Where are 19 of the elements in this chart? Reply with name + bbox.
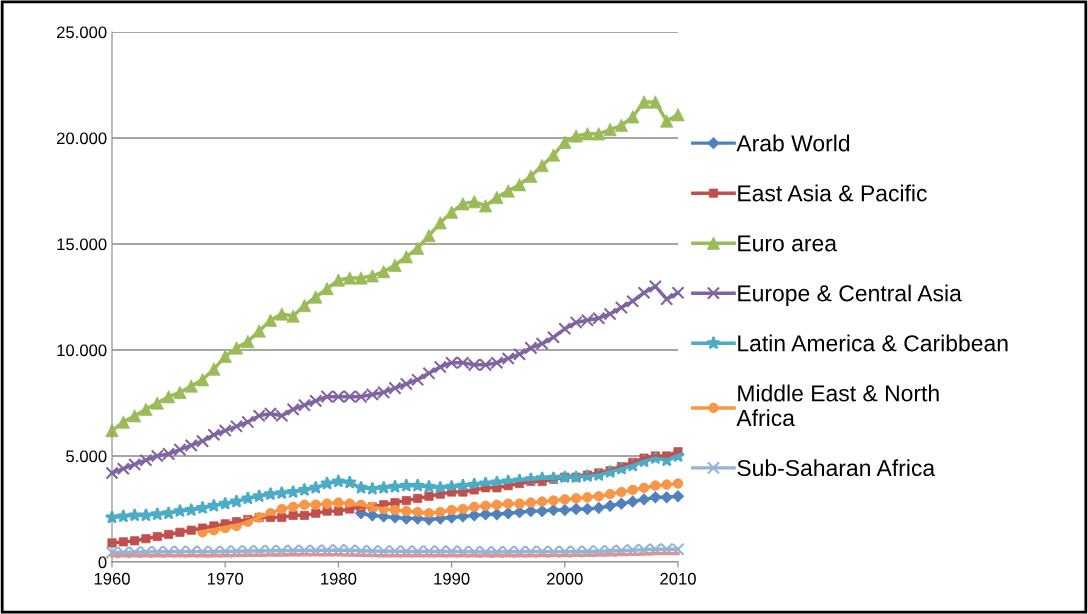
y-tick-label: 0 xyxy=(98,556,107,569)
legend-label: Euro area xyxy=(738,235,838,252)
x-tick-label: 1970 xyxy=(207,572,244,585)
legend-label: Arab World xyxy=(736,134,850,152)
legend-label: Sub-Saharan Africa xyxy=(737,459,936,477)
x-tick-label: 1980 xyxy=(321,572,357,585)
legend-label: East Asia & Pacific xyxy=(738,184,927,202)
legend-label: Middle East & North Africa xyxy=(736,384,939,427)
x-tick-label: 2000 xyxy=(547,572,583,585)
x-tick-label: 1960 xyxy=(94,572,130,585)
y-tick-label: 20.000 xyxy=(57,132,107,145)
legend-label: Europe & Central Asia xyxy=(738,284,962,306)
x-tick-label: 2010 xyxy=(660,572,696,585)
y-tick-label: 15.000 xyxy=(57,238,107,251)
legend-label: Latin America & Caribbean xyxy=(738,334,1008,352)
y-tick-label: 10.000 xyxy=(57,344,107,357)
y-tick-label: 5.000 xyxy=(66,450,107,463)
y-tick-label: 25.000 xyxy=(57,26,107,39)
x-tick-label: 1990 xyxy=(434,572,470,585)
